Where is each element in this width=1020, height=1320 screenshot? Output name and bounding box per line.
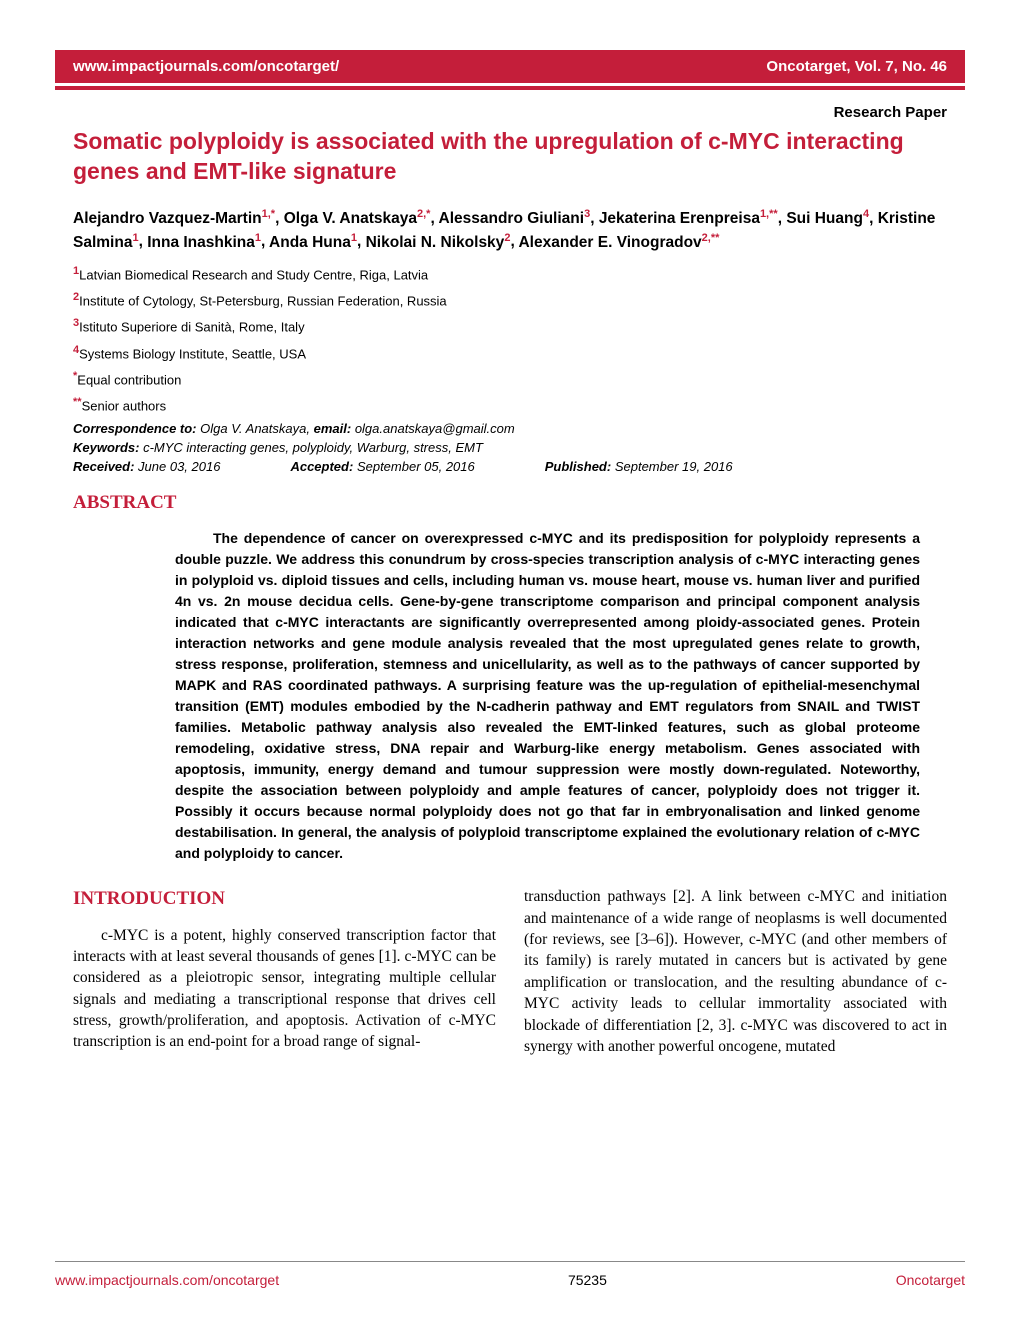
- correspondence-label: Correspondence to:: [73, 421, 197, 436]
- authors-list: Alejandro Vazquez-Martin1,*, Olga V. Ana…: [55, 207, 965, 254]
- journal-header: www.impactjournals.com/oncotarget/ Oncot…: [55, 50, 965, 86]
- body-column-left: INTRODUCTION c-MYC is a potent, highly c…: [73, 886, 496, 1057]
- affiliation-row: 4Systems Biology Institute, Seattle, USA: [73, 343, 947, 363]
- body-column-right: transduction pathways [2]. A link betwee…: [524, 886, 947, 1057]
- author: Nikolai N. Nikolsky2: [366, 234, 511, 251]
- affiliations-list: 1Latvian Biomedical Research and Study C…: [55, 264, 965, 415]
- footer-url: www.impactjournals.com/oncotarget: [55, 1272, 279, 1288]
- dates-row: Received: June 03, 2016 Accepted: Septem…: [55, 459, 965, 474]
- author: Sui Huang4: [786, 210, 869, 227]
- abstract-body: The dependence of cancer on overexpresse…: [55, 528, 965, 864]
- footer-journal: Oncotarget: [896, 1272, 965, 1288]
- correspondence-email-label: email:: [314, 421, 352, 436]
- correspondence-name: Olga V. Anatskaya,: [200, 421, 310, 436]
- abstract-heading: ABSTRACT: [55, 492, 965, 514]
- keywords-label: Keywords:: [73, 440, 139, 455]
- footer-page-number: 75235: [568, 1272, 607, 1288]
- affiliation-row: 1Latvian Biomedical Research and Study C…: [73, 264, 947, 284]
- author: Alexander E. Vinogradov2,**: [518, 234, 719, 251]
- received-date: Received: June 03, 2016: [73, 459, 220, 474]
- intro-paragraph-left: c-MYC is a potent, highly conserved tran…: [73, 925, 496, 1053]
- author: Jekaterina Erenpreisa1,**: [599, 210, 778, 227]
- author: Alessandro Giuliani3: [439, 210, 591, 227]
- affiliation-row: 2Institute of Cytology, St-Petersburg, R…: [73, 290, 947, 310]
- paper-type-tag: Research Paper: [55, 104, 965, 121]
- affiliation-row: *Equal contribution: [73, 369, 947, 389]
- affiliation-row: 3Istituto Superiore di Sanità, Rome, Ita…: [73, 316, 947, 336]
- correspondence-row: Correspondence to: Olga V. Anatskaya, em…: [55, 421, 965, 436]
- body-columns: INTRODUCTION c-MYC is a potent, highly c…: [55, 886, 965, 1057]
- journal-url: www.impactjournals.com/oncotarget/: [73, 58, 339, 75]
- keywords-text: c-MYC interacting genes, polyploidy, War…: [143, 440, 483, 455]
- published-date: Published: September 19, 2016: [545, 459, 733, 474]
- affiliation-row: **Senior authors: [73, 395, 947, 415]
- author: Alejandro Vazquez-Martin1,*: [73, 210, 275, 227]
- author: Olga V. Anatskaya2,*: [284, 210, 431, 227]
- author: Anda Huna1: [269, 234, 357, 251]
- intro-paragraph-right: transduction pathways [2]. A link betwee…: [524, 886, 947, 1057]
- accepted-date: Accepted: September 05, 2016: [290, 459, 474, 474]
- paper-title: Somatic polyploidy is associated with th…: [55, 127, 965, 187]
- page-footer: www.impactjournals.com/oncotarget 75235 …: [55, 1261, 965, 1288]
- correspondence-email: olga.anatskaya@gmail.com: [355, 421, 515, 436]
- journal-issue: Oncotarget, Vol. 7, No. 46: [766, 58, 947, 75]
- author: Inna Inashkina1: [147, 234, 261, 251]
- keywords-row: Keywords: c-MYC interacting genes, polyp…: [55, 440, 965, 455]
- introduction-heading: INTRODUCTION: [73, 886, 496, 912]
